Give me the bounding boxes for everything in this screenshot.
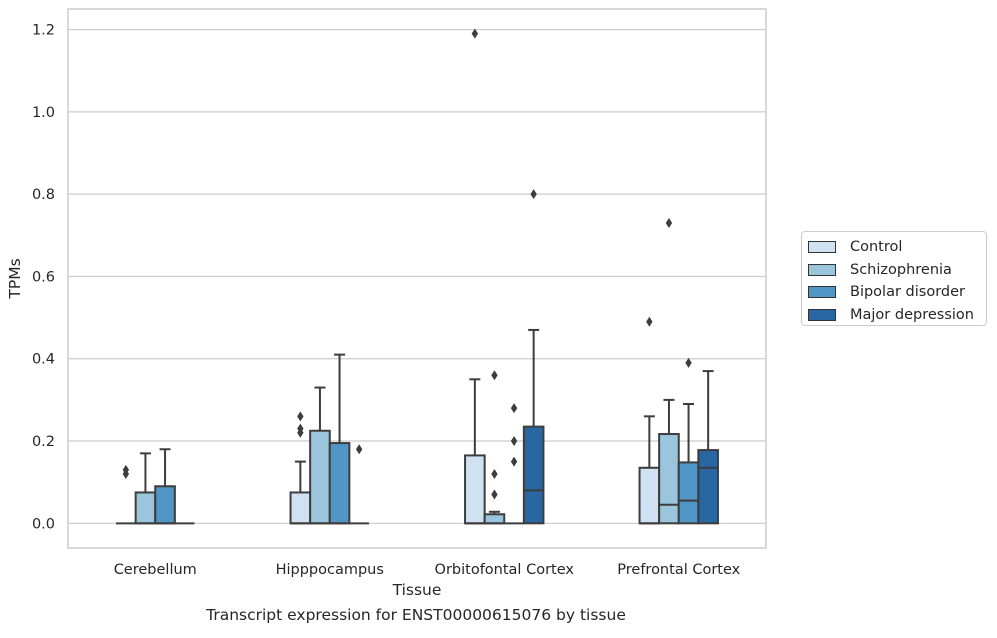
box bbox=[677, 461, 700, 525]
outlier-point bbox=[510, 403, 518, 414]
outlier-point bbox=[685, 357, 692, 368]
legend-item: Major depression bbox=[808, 304, 986, 327]
legend-item: Schizophrenia bbox=[808, 259, 986, 282]
y-axis-label: TPMs bbox=[6, 258, 24, 299]
y-tick-label: 0.8 bbox=[32, 187, 55, 203]
legend-swatch bbox=[808, 241, 836, 254]
legend: Control Schizophrenia Bipolar disorder Majo… bbox=[801, 231, 987, 326]
x-tick-label: Orbitofontal Cortex bbox=[435, 562, 575, 578]
box bbox=[328, 442, 351, 525]
legend-label: Schizophrenia bbox=[850, 261, 952, 278]
outlier-point bbox=[665, 217, 673, 228]
outlier-point bbox=[510, 456, 518, 467]
box bbox=[134, 491, 157, 525]
legend-swatch bbox=[808, 308, 836, 321]
outlier-point bbox=[491, 468, 498, 479]
outlier-point bbox=[297, 423, 304, 434]
outlier-point bbox=[491, 489, 498, 500]
legend-swatch bbox=[808, 263, 836, 276]
box bbox=[638, 466, 661, 525]
y-tick-label: 0.0 bbox=[32, 516, 55, 532]
outlier-point bbox=[510, 436, 518, 447]
outlier-point bbox=[471, 28, 479, 39]
outlier-point bbox=[491, 370, 498, 381]
legend-swatch bbox=[808, 286, 836, 299]
legend-label: Bipolar disorder bbox=[850, 284, 965, 301]
legend-item: Control bbox=[808, 236, 986, 259]
legend-label: Control bbox=[850, 239, 903, 256]
legend-item: Bipolar disorder bbox=[808, 281, 986, 304]
box bbox=[309, 429, 331, 525]
chart-caption: Transcript expression for ENST0000061507… bbox=[206, 606, 626, 624]
x-axis-label: Tissue bbox=[392, 581, 442, 599]
outlier-point bbox=[355, 444, 363, 455]
box bbox=[483, 513, 506, 525]
outlier-point bbox=[646, 316, 653, 327]
box bbox=[697, 449, 719, 525]
box bbox=[289, 491, 312, 525]
outlier-point bbox=[122, 464, 130, 475]
y-tick-label: 1.0 bbox=[32, 105, 55, 121]
y-tick-label: 0.6 bbox=[32, 269, 55, 285]
y-tick-label: 0.4 bbox=[32, 352, 55, 368]
x-tick-label: Cerebellum bbox=[114, 562, 197, 578]
box bbox=[464, 454, 486, 525]
outlier-point bbox=[297, 411, 304, 422]
x-tick-label: Prefrontal Cortex bbox=[617, 562, 740, 578]
y-tick-label: 1.2 bbox=[32, 23, 55, 39]
box bbox=[658, 433, 680, 525]
x-tick-label: Hipppocampus bbox=[276, 562, 384, 578]
box bbox=[522, 425, 545, 525]
y-tick-label: 0.2 bbox=[32, 434, 55, 450]
box bbox=[154, 485, 176, 525]
legend-label: Major depression bbox=[850, 306, 974, 323]
outlier-point bbox=[530, 189, 537, 200]
